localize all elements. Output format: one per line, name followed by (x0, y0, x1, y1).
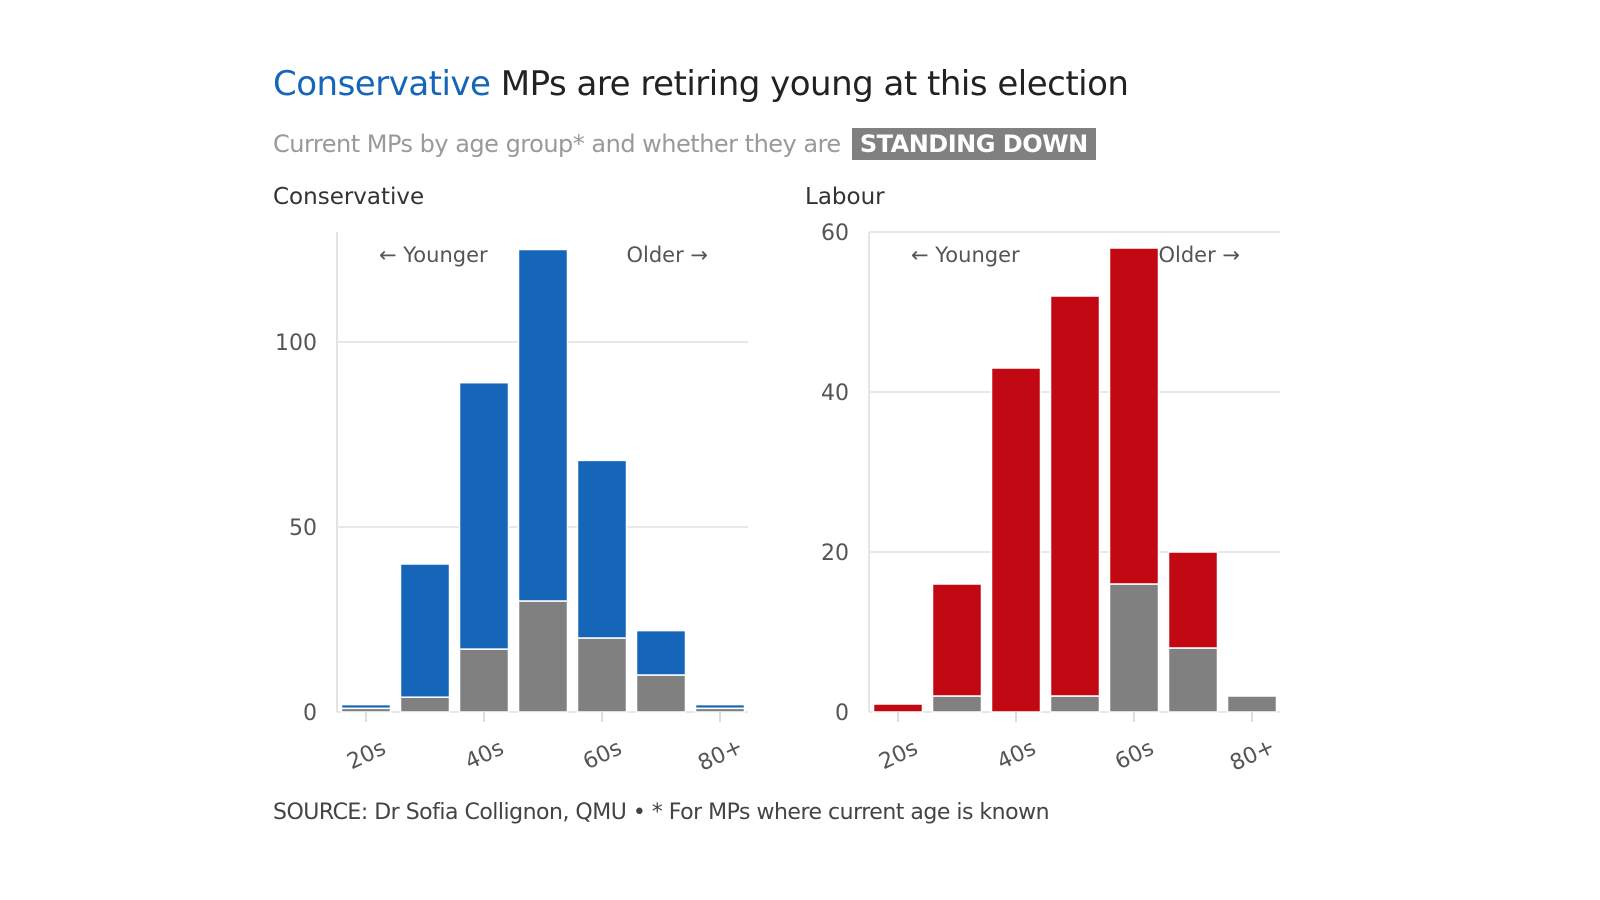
annotation-older: Older → (1158, 243, 1240, 267)
x-tick-label: 60s (1111, 736, 1157, 775)
subtitle: Current MPs by age group* and whether th… (273, 128, 1096, 160)
bar-80+-staying (694, 703, 746, 710)
bar-60s-staying (1108, 247, 1160, 585)
y-tick-label: 50 (289, 516, 317, 541)
title-highlight: Conservative (273, 64, 491, 104)
title-rest: MPs are retiring young at this election (490, 64, 1129, 104)
bar-70s-standing-down (635, 674, 687, 713)
bar-60s-standing-down (1108, 583, 1160, 713)
bar-60s-standing-down (576, 637, 628, 713)
bar-30s-standing-down (931, 695, 983, 713)
bar-20s-staying (872, 703, 924, 713)
y-tick-label: 60 (821, 221, 849, 246)
bar-50s-standing-down (1049, 695, 1101, 713)
bar-20s-staying (340, 703, 392, 710)
x-tick-label: 80+ (1226, 734, 1279, 776)
bar-30s-staying (931, 583, 983, 697)
y-tick-label: 0 (303, 701, 317, 726)
bar-50s-staying (517, 248, 569, 602)
x-tick-label: 60s (579, 736, 625, 775)
bar-60s-staying (576, 459, 628, 639)
panel-title-labour: Labour (805, 184, 885, 210)
y-tick-label: 100 (275, 331, 317, 356)
x-tick-label: 20s (875, 736, 921, 775)
annotation-older: Older → (626, 243, 708, 267)
y-tick-label: 20 (821, 541, 849, 566)
x-tick-label: 40s (461, 736, 507, 775)
chart-title: Conservative MPs are retiring young at t… (273, 64, 1129, 104)
x-tick-label: 20s (343, 736, 389, 775)
annotation-younger: ← Younger (911, 243, 1020, 267)
bar-70s-standing-down (1167, 647, 1219, 713)
source-note: SOURCE: Dr Sofia Collignon, QMU • * For … (273, 800, 1050, 825)
bar-40s-staying (990, 367, 1042, 713)
bar-30s-staying (399, 563, 451, 698)
bar-50s-staying (1049, 295, 1101, 697)
bar-40s-staying (458, 381, 510, 650)
bar-70s-staying (635, 629, 687, 676)
y-tick-label: 40 (821, 381, 849, 406)
x-tick-label: 40s (993, 736, 1039, 775)
annotation-younger: ← Younger (379, 243, 488, 267)
bar-80+-standing-down (1226, 695, 1278, 713)
bar-50s-standing-down (517, 600, 569, 713)
bar-40s-standing-down (458, 648, 510, 713)
bar-70s-staying (1167, 551, 1219, 649)
panel-title-conservative: Conservative (273, 184, 425, 210)
x-tick-label: 80+ (694, 734, 747, 776)
bar-30s-standing-down (399, 696, 451, 713)
subtitle-text: Current MPs by age group* and whether th… (273, 130, 841, 158)
y-tick-label: 0 (835, 701, 849, 726)
standing-down-badge: STANDING DOWN (851, 128, 1096, 160)
